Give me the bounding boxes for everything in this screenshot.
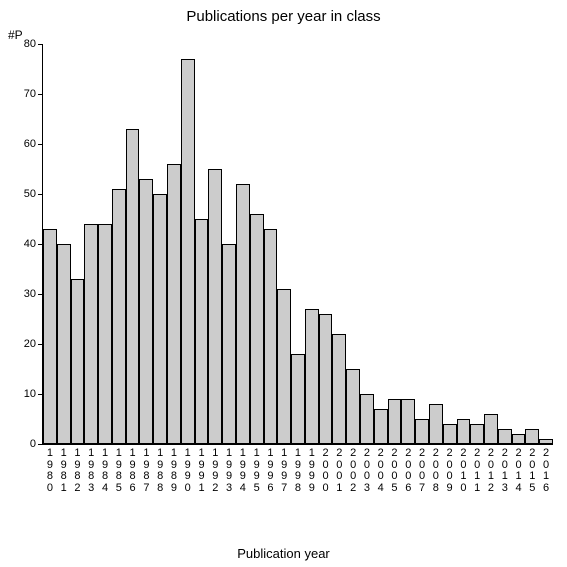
bar <box>236 184 250 444</box>
bar <box>208 169 222 444</box>
x-tick-label: 2001 <box>332 444 346 494</box>
x-tick-label: 1993 <box>222 444 236 494</box>
y-tick-label: 0 <box>30 438 43 450</box>
x-axis-label: Publication year <box>0 546 567 561</box>
x-tick-label: 2009 <box>443 444 457 494</box>
bar <box>498 429 512 444</box>
x-tick-label: 2016 <box>539 444 553 494</box>
bar <box>291 354 305 444</box>
bar <box>443 424 457 444</box>
x-tick-label: 2006 <box>401 444 415 494</box>
bar <box>484 414 498 444</box>
x-tick-label: 1991 <box>195 444 209 494</box>
x-tick-label: 2004 <box>374 444 388 494</box>
x-tick-label: 1983 <box>84 444 98 494</box>
x-tick-label: 2002 <box>346 444 360 494</box>
bar <box>332 334 346 444</box>
x-tick-label: 2007 <box>415 444 429 494</box>
x-tick-label: 1988 <box>153 444 167 494</box>
bar <box>457 419 471 444</box>
x-tick-label: 1986 <box>126 444 140 494</box>
bar <box>139 179 153 444</box>
bar <box>470 424 484 444</box>
x-tick-label: 1997 <box>277 444 291 494</box>
x-tick-label: 1987 <box>139 444 153 494</box>
x-tick-label: 2014 <box>512 444 526 494</box>
x-tick-label: 1989 <box>167 444 181 494</box>
x-tick-label: 2008 <box>429 444 443 494</box>
y-tick-label: 50 <box>24 188 43 200</box>
bar <box>153 194 167 444</box>
bar <box>222 244 236 444</box>
x-tick-label: 1981 <box>57 444 71 494</box>
x-tick-label: 2015 <box>525 444 539 494</box>
bar <box>360 394 374 444</box>
bar <box>264 229 278 444</box>
bar <box>43 229 57 444</box>
bar <box>112 189 126 444</box>
y-tick-label: 30 <box>24 288 43 300</box>
bar <box>98 224 112 444</box>
bar <box>277 289 291 444</box>
x-tick-label: 2010 <box>457 444 471 494</box>
plot-area: 0102030405060708019801981198219831984198… <box>42 44 553 445</box>
y-tick-label: 40 <box>24 238 43 250</box>
x-tick-label: 2011 <box>470 444 484 494</box>
bar <box>57 244 71 444</box>
bar <box>415 419 429 444</box>
x-tick-label: 2013 <box>498 444 512 494</box>
x-tick-label: 1994 <box>236 444 250 494</box>
x-tick-label: 2003 <box>360 444 374 494</box>
y-tick-label: 80 <box>24 38 43 50</box>
chart-title: Publications per year in class <box>0 8 567 25</box>
x-tick-label: 1984 <box>98 444 112 494</box>
x-tick-label: 1998 <box>291 444 305 494</box>
bar <box>167 164 181 444</box>
x-tick-label: 1982 <box>71 444 85 494</box>
x-tick-label: 1980 <box>43 444 57 494</box>
bar <box>374 409 388 444</box>
x-tick-label: 2012 <box>484 444 498 494</box>
y-tick-label: 10 <box>24 388 43 400</box>
bar <box>84 224 98 444</box>
bar <box>512 434 526 444</box>
bar <box>181 59 195 444</box>
bar <box>126 129 140 444</box>
bar <box>71 279 85 444</box>
x-tick-label: 1999 <box>305 444 319 494</box>
x-tick-label: 2000 <box>319 444 333 494</box>
y-tick-label: 60 <box>24 138 43 150</box>
x-tick-label: 1996 <box>264 444 278 494</box>
x-tick-label: 1990 <box>181 444 195 494</box>
y-tick-label: 20 <box>24 338 43 350</box>
x-tick-label: 1992 <box>208 444 222 494</box>
bar <box>195 219 209 444</box>
x-tick-label: 1985 <box>112 444 126 494</box>
bar <box>525 429 539 444</box>
bar <box>429 404 443 444</box>
chart-container: Publications per year in class #P 010203… <box>0 0 567 567</box>
x-tick-label: 2005 <box>388 444 402 494</box>
x-tick-label: 1995 <box>250 444 264 494</box>
y-tick-label: 70 <box>24 88 43 100</box>
bar <box>346 369 360 444</box>
bar <box>250 214 264 444</box>
bar <box>319 314 333 444</box>
bar <box>305 309 319 444</box>
y-axis-label: #P <box>8 28 23 42</box>
bar <box>401 399 415 444</box>
bar <box>388 399 402 444</box>
